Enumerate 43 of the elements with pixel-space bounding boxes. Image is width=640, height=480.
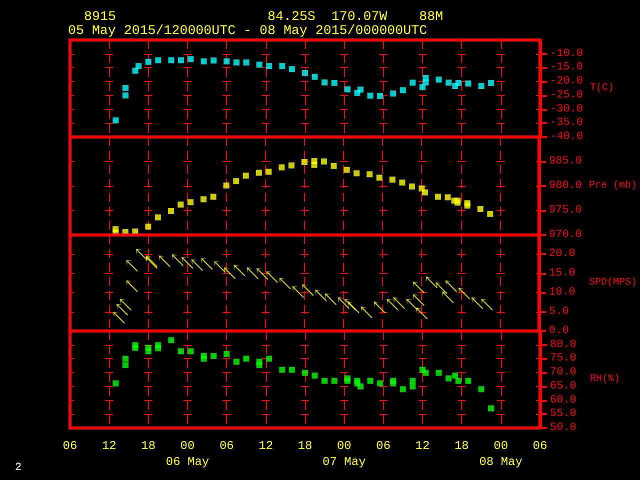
x-tick-label: 06 bbox=[532, 439, 548, 453]
x-tick-label: 06 bbox=[376, 439, 391, 453]
y-tick-label: 10.0 bbox=[548, 286, 576, 299]
x-tick-label: 12 bbox=[258, 439, 274, 453]
y-tick-label: -25.0 bbox=[550, 89, 584, 102]
y-tick-label: -30.0 bbox=[550, 103, 584, 116]
y-tick-label: -40.0 bbox=[550, 131, 584, 143]
y-axis-title: SPD(MPS) bbox=[588, 276, 638, 288]
text: 2 bbox=[15, 462, 22, 474]
y-tick-label: -35.0 bbox=[550, 117, 584, 130]
y-tick-label: 980.0 bbox=[548, 180, 582, 192]
x-tick-label: 12 bbox=[415, 439, 430, 453]
chart-title: 8915 84.25S 170.07W 88M bbox=[84, 9, 444, 24]
x-tick-label: 00 07 May bbox=[322, 439, 366, 469]
y-tick-label: 80.0 bbox=[550, 338, 576, 351]
y-tick-label: 55.0 bbox=[550, 408, 576, 420]
y-axis-title: RH(%) bbox=[590, 373, 620, 385]
y-tick-label: 970.0 bbox=[548, 229, 582, 241]
y-tick-label: 60.0 bbox=[550, 394, 576, 406]
x-tick-label: 06 bbox=[219, 439, 234, 453]
x-tick-label: 06 bbox=[62, 439, 78, 453]
y-tick-label: 50.0 bbox=[550, 422, 576, 434]
y-tick-label: 5.0 bbox=[548, 306, 569, 318]
x-tick-label: 18 bbox=[298, 439, 312, 453]
y-tick-label: -15.0 bbox=[550, 62, 584, 74]
y-axis-title: Pre (mb) bbox=[588, 180, 638, 192]
y-tick-label: 75.0 bbox=[550, 352, 576, 365]
chart-subtitle: 05 May 2015/120000UTC - 08 May 2015/000000UTC bbox=[68, 23, 428, 38]
y-tick-label: 975.0 bbox=[548, 204, 582, 216]
y-tick-label: 985.0 bbox=[548, 156, 582, 168]
y-tick-label: 15.0 bbox=[548, 267, 576, 280]
y-tick-label: 20.0 bbox=[548, 248, 576, 260]
y-axis-title: T(C) bbox=[590, 82, 614, 94]
y-tick-label: -20.0 bbox=[550, 76, 584, 88]
x-tick-label: 18 bbox=[141, 439, 156, 453]
y-tick-label: 0.0 bbox=[548, 325, 569, 337]
x-tick-label: 12 bbox=[102, 439, 116, 453]
x-tick-label: 18 bbox=[454, 439, 469, 453]
x-tick-label: 00 06 May bbox=[166, 439, 210, 469]
x-tick-label: 00 08 May bbox=[479, 439, 522, 469]
y-tick-label: 70.0 bbox=[550, 366, 576, 379]
y-tick-label: -10.0 bbox=[550, 48, 584, 60]
y-tick-label: 65.0 bbox=[550, 380, 576, 392]
